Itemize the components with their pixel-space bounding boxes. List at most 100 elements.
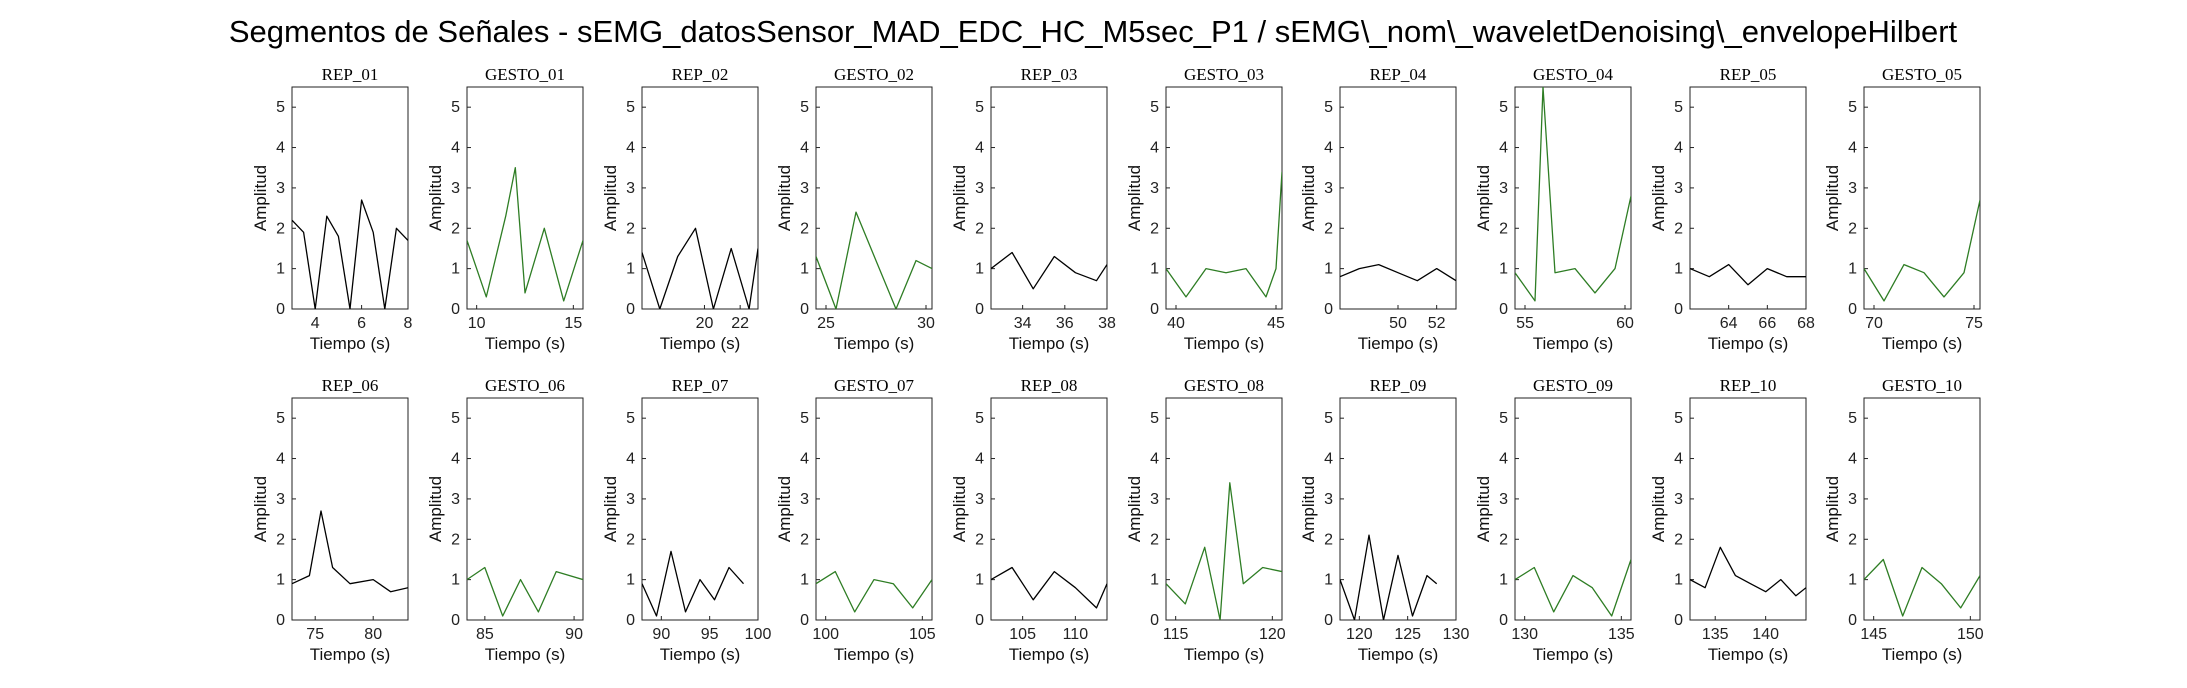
- y-axis-label: Amplitud: [1823, 165, 1842, 231]
- y-tick-label: 2: [1150, 220, 1159, 237]
- x-axis-label: Tiempo (s): [1533, 334, 1614, 353]
- y-tick-label: 1: [626, 261, 635, 278]
- subplot-title: REP_07: [672, 376, 729, 395]
- y-tick-label: 1: [1674, 572, 1683, 589]
- y-tick-label: 2: [1150, 531, 1159, 548]
- x-tick-label: 135: [1702, 626, 1729, 643]
- y-tick-label: 3: [1150, 180, 1159, 197]
- y-tick-label: 3: [975, 180, 984, 197]
- y-tick-label: 3: [975, 491, 984, 508]
- subplot-title: REP_02: [672, 65, 729, 84]
- y-tick-label: 5: [1848, 99, 1857, 116]
- x-tick-label: 135: [1608, 626, 1635, 643]
- subplot: GESTO_07 0 1 2 3 4 5 100 105 Tiempo (s) Amplitud: [775, 376, 936, 664]
- y-tick-label: 4: [1150, 140, 1159, 157]
- subplot-title: REP_05: [1720, 65, 1777, 84]
- y-tick-label: 3: [1150, 491, 1159, 508]
- y-tick-label: 2: [276, 531, 285, 548]
- plot-area: [1165, 86, 1283, 310]
- plot-area: [1689, 86, 1807, 310]
- x-axis-label: Tiempo (s): [1358, 645, 1439, 664]
- y-tick-label: 0: [626, 301, 635, 318]
- subplot: REP_06 0 1 2 3 4 5 75 80 Tiempo (s) Amplitud: [251, 376, 409, 664]
- y-tick-label: 2: [1324, 531, 1333, 548]
- subplot: REP_01 0 1 2 3 4 5 4 6 8 Tiempo (s) Amplitud: [251, 65, 413, 353]
- y-tick-label: 0: [1499, 612, 1508, 629]
- y-tick-label: 1: [1150, 572, 1159, 589]
- y-tick-label: 0: [1324, 612, 1333, 629]
- y-tick-label: 0: [1848, 612, 1857, 629]
- plot-area: [1339, 397, 1457, 621]
- subplot-title: REP_10: [1720, 376, 1777, 395]
- signal-series-line: [816, 570, 932, 613]
- x-tick-label: 150: [1957, 626, 1984, 643]
- subplot-title: REP_01: [322, 65, 379, 84]
- x-tick-label: 10: [468, 315, 486, 332]
- y-tick-label: 1: [1499, 261, 1508, 278]
- plot-area: [641, 86, 759, 310]
- plot-area: [1689, 397, 1807, 621]
- y-tick-label: 0: [1324, 301, 1333, 318]
- y-axis-label: Amplitud: [1823, 476, 1842, 542]
- y-tick-label: 1: [451, 572, 460, 589]
- plot-area: [466, 397, 584, 621]
- signal-series-line: [991, 566, 1107, 609]
- x-tick-label: 34: [1014, 315, 1032, 332]
- subplot-title: REP_09: [1370, 376, 1427, 395]
- x-tick-label: 20: [696, 315, 714, 332]
- x-axis-label: Tiempo (s): [660, 334, 741, 353]
- subplot-title: GESTO_03: [1184, 65, 1264, 84]
- y-tick-label: 1: [975, 572, 984, 589]
- y-tick-label: 1: [1848, 261, 1857, 278]
- y-tick-label: 1: [1324, 261, 1333, 278]
- x-tick-label: 100: [745, 626, 772, 643]
- x-axis-label: Tiempo (s): [1882, 334, 1963, 353]
- y-tick-label: 5: [1674, 99, 1683, 116]
- y-axis-label: Amplitud: [1649, 165, 1668, 231]
- y-tick-label: 2: [975, 531, 984, 548]
- x-tick-label: 55: [1516, 315, 1534, 332]
- subplot-title: GESTO_06: [485, 376, 565, 395]
- y-axis-label: Amplitud: [775, 165, 794, 231]
- y-tick-label: 0: [451, 612, 460, 629]
- y-tick-label: 3: [1674, 491, 1683, 508]
- signal-series-line: [1340, 263, 1456, 282]
- y-tick-label: 1: [800, 572, 809, 589]
- x-tick-label: 140: [1752, 626, 1779, 643]
- x-tick-label: 85: [476, 626, 494, 643]
- y-tick-label: 5: [1150, 410, 1159, 427]
- y-axis-label: Amplitud: [1299, 476, 1318, 542]
- x-tick-label: 125: [1394, 626, 1421, 643]
- x-tick-label: 25: [817, 315, 835, 332]
- subplot: GESTO_09 0 1 2 3 4 5 130 135 Tiempo (s) Amplitud: [1474, 376, 1635, 664]
- plot-area: [1339, 86, 1457, 310]
- y-tick-label: 1: [1848, 572, 1857, 589]
- subplot-title: GESTO_05: [1882, 65, 1962, 84]
- signal-series-line: [642, 227, 758, 309]
- y-tick-label: 0: [975, 301, 984, 318]
- y-axis-label: Amplitud: [251, 165, 270, 231]
- y-tick-label: 2: [626, 220, 635, 237]
- y-tick-label: 2: [451, 220, 460, 237]
- plot-area: [291, 397, 409, 621]
- plot-area: [990, 86, 1108, 310]
- x-tick-label: 90: [565, 626, 583, 643]
- plot-area: [1863, 86, 1981, 310]
- y-axis-label: Amplitud: [1125, 165, 1144, 231]
- y-tick-label: 1: [975, 261, 984, 278]
- y-tick-label: 4: [800, 140, 809, 157]
- signal-series-line: [1690, 546, 1806, 597]
- y-tick-label: 0: [800, 612, 809, 629]
- y-tick-label: 4: [1674, 140, 1683, 157]
- y-tick-label: 5: [1150, 99, 1159, 116]
- y-tick-label: 5: [276, 410, 285, 427]
- y-tick-label: 3: [1499, 180, 1508, 197]
- y-tick-label: 3: [276, 491, 285, 508]
- x-tick-label: 130: [1511, 626, 1538, 643]
- y-tick-label: 1: [626, 572, 635, 589]
